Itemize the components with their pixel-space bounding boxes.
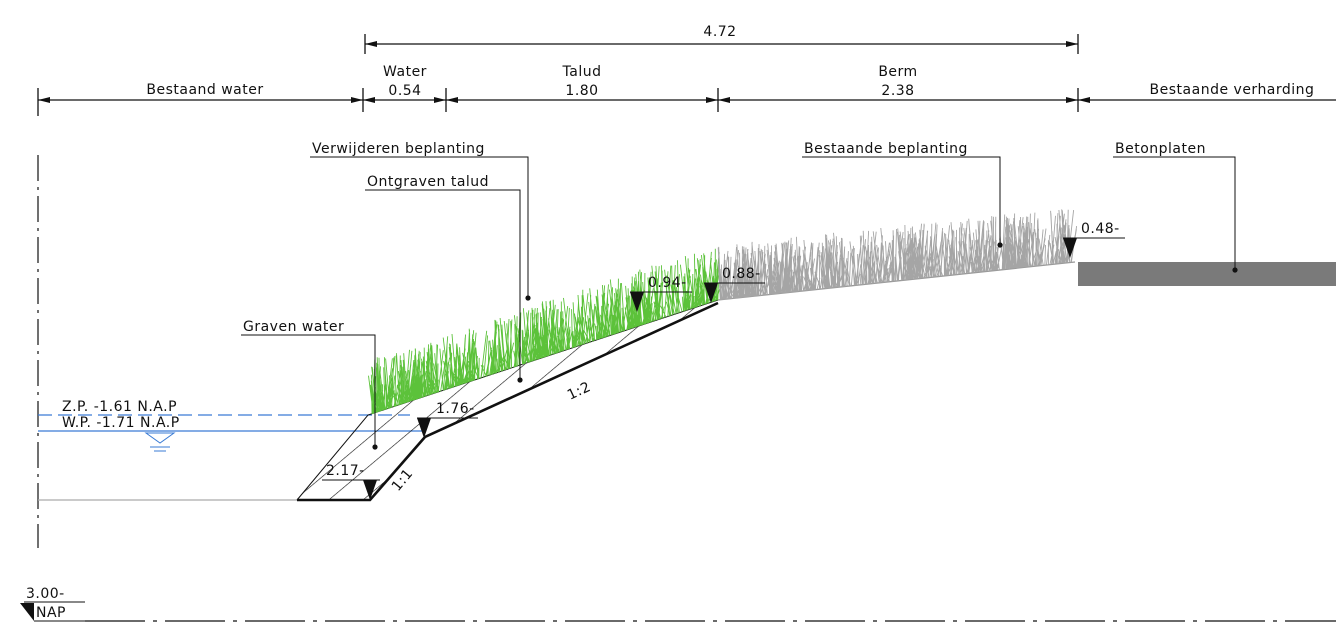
dimension-label: 4.72	[703, 24, 736, 40]
level-label: 2.17-	[326, 463, 365, 479]
vegetation	[368, 209, 1078, 415]
overall-dimension: 4.72	[364, 24, 1079, 54]
section-value: 0.54	[388, 83, 421, 99]
section-name: Berm	[878, 64, 917, 80]
callout-label: Verwijderen beplanting	[312, 141, 485, 157]
section-name: Water	[383, 64, 427, 80]
reference-name: NAP	[36, 605, 66, 621]
level-label: 1.76-	[436, 401, 475, 417]
section-name: Talud	[562, 64, 602, 80]
callout-label: Graven water	[243, 319, 344, 335]
section-value: 1.80	[565, 83, 598, 99]
callout-label: Bestaande beplanting	[804, 141, 968, 157]
level-label: 0.88-	[722, 266, 761, 282]
level-label: 0.94-	[648, 275, 687, 291]
callout-label: Betonplaten	[1115, 141, 1206, 157]
grass	[717, 209, 1078, 301]
new-profile	[297, 301, 719, 502]
reference-level-label: 3.00-	[26, 586, 65, 602]
section-name: Bestaand water	[146, 82, 263, 98]
concrete-slab	[1078, 262, 1336, 286]
water-level-label: W.P. -1.71 N.A.P	[62, 415, 180, 431]
grass	[368, 248, 721, 415]
section-value: 2.38	[881, 83, 914, 99]
section-name: Bestaande verharding	[1150, 82, 1315, 98]
callouts: Verwijderen beplanting Ontgraven talud B…	[241, 141, 1238, 450]
level-label: 0.48-	[1081, 221, 1120, 237]
section-dimensions: Bestaand water Water 0.54 Talud 1.80 Ber…	[37, 64, 1336, 116]
callout-label: Ontgraven talud	[367, 174, 489, 190]
slope-label: 1:2	[565, 379, 594, 404]
water-level-label: Z.P. -1.61 N.A.P	[62, 399, 177, 415]
reference-level: 3.00- NAP	[20, 586, 1336, 622]
level-markers: 1.76- 2.17- 0.94- 0.88- 0.48-	[322, 221, 1125, 500]
water-symbol	[144, 432, 176, 452]
